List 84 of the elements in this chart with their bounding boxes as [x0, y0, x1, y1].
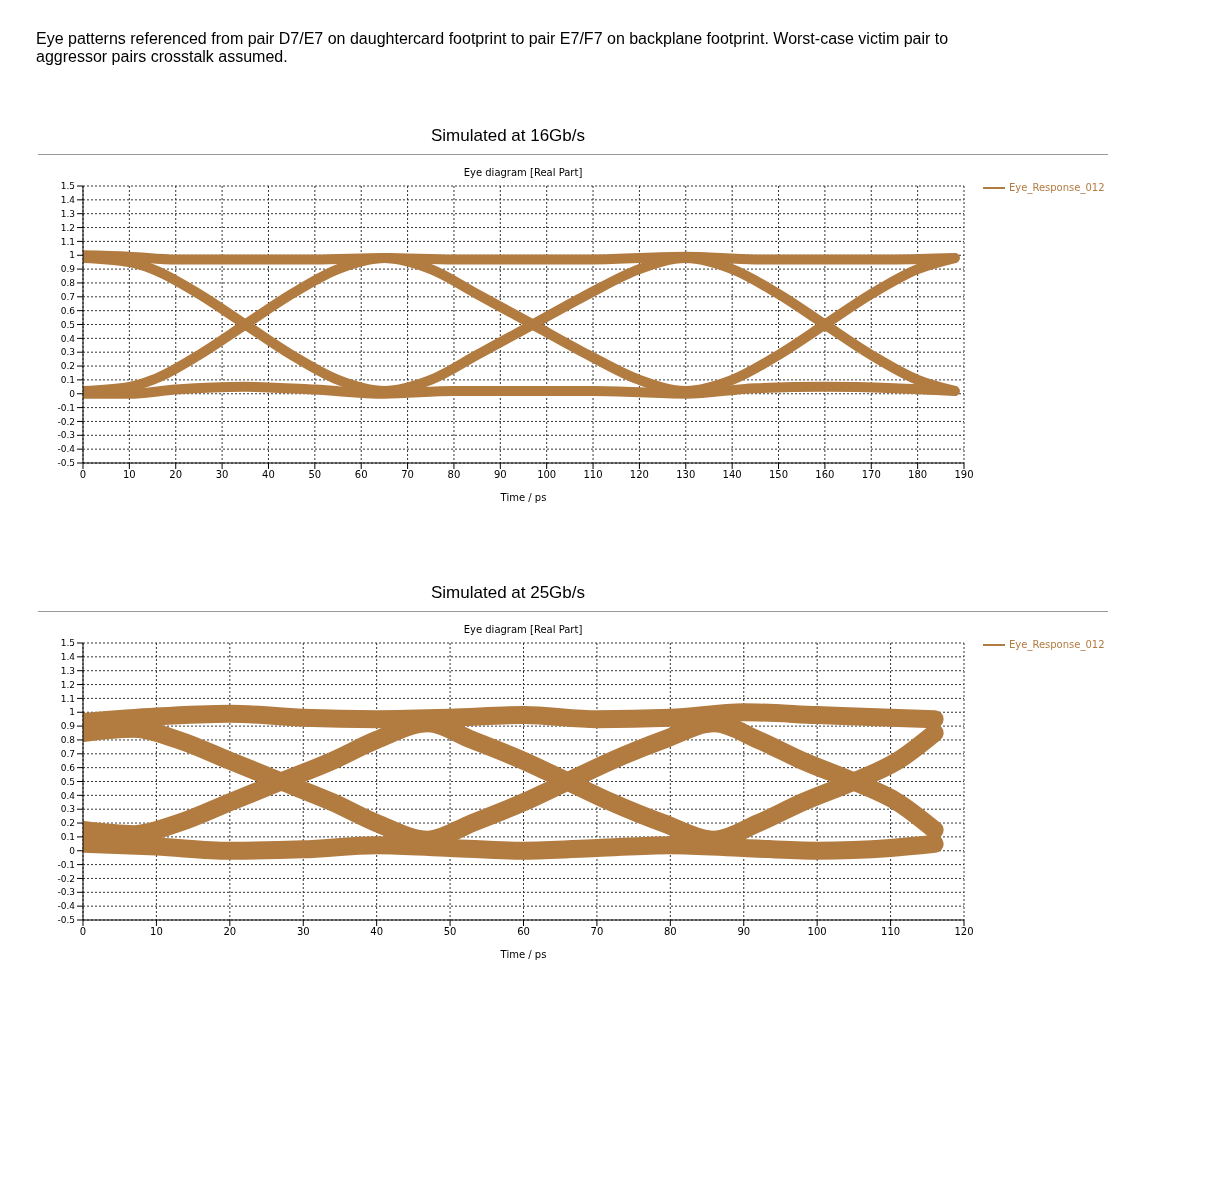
x-tick-label: 190: [954, 469, 974, 481]
x-tick-label: 20: [169, 469, 183, 481]
y-tick-label: -0.3: [57, 430, 75, 441]
x-tick-label: 90: [737, 926, 751, 938]
chart-subtitle: Eye diagram [Real Part]: [462, 167, 584, 178]
x-tick-label: 40: [262, 469, 275, 481]
y-tick-label: 1.2: [60, 679, 75, 690]
x-tick-label: 150: [768, 469, 789, 481]
x-tick-label: 70: [401, 469, 414, 481]
y-tick-label: 1.5: [60, 638, 75, 649]
x-tick-label: 30: [296, 926, 310, 938]
x-tick-label: 130: [676, 469, 696, 481]
x-tick-label: 80: [447, 469, 461, 481]
x-tick-label: 160: [815, 469, 835, 481]
y-tick-label: -0.2: [57, 873, 75, 884]
x-tick-label: 120: [954, 926, 974, 938]
y-tick-label: 0.6: [60, 762, 76, 773]
y-tick-label: 1.4: [60, 652, 76, 663]
y-tick-label: 0.3: [60, 347, 75, 358]
x-tick-label: 80: [663, 926, 677, 938]
y-tick-label: -0.1: [57, 859, 75, 870]
x-tick-label: 70: [590, 926, 604, 938]
y-tick-label: 0.9: [60, 721, 76, 732]
y-tick-label: 0.9: [60, 264, 76, 275]
y-tick-label: 0.5: [60, 776, 75, 787]
legend-label: Eye_Response_012: [1009, 182, 1105, 193]
x-tick-label: 20: [223, 926, 237, 938]
x-tick-label: 110: [583, 469, 603, 481]
y-tick-label: 1.1: [60, 236, 75, 247]
y-tick-label: 0: [69, 845, 76, 856]
x-tick-label: 140: [722, 469, 742, 481]
x-tick-label: 180: [908, 469, 928, 481]
y-tick-label: 1: [69, 707, 75, 718]
x-tick-label: 30: [215, 469, 229, 481]
y-tick-label: -0.5: [57, 915, 75, 926]
y-tick-label: 0.2: [60, 361, 75, 372]
chart-title: Simulated at 16Gb/s: [430, 126, 586, 146]
y-tick-label: 0.4: [60, 333, 76, 344]
x-axis-title: Time / ps: [499, 949, 547, 960]
y-tick-label: 0.7: [60, 748, 75, 759]
y-tick-label: 0.1: [60, 375, 75, 386]
chart-title: Simulated at 25Gb/s: [430, 583, 586, 603]
y-tick-label: -0.5: [57, 458, 75, 469]
text: Eye patterns referenced from pair D7/E7 on daughtercard footprint to pair E7/F7 on backplane footprint. Worst-case victim pair to aggressor pairs crosstalk assumed.: [36, 30, 950, 66]
chart-subtitle: Eye diagram [Real Part]: [462, 624, 584, 635]
x-tick-label: 90: [493, 469, 507, 481]
x-tick-label: 10: [123, 469, 136, 481]
y-tick-label: 0.7: [60, 291, 75, 302]
y-tick-label: 0.8: [60, 735, 76, 746]
x-tick-label: 0: [79, 469, 87, 481]
x-tick-label: 100: [537, 469, 557, 481]
x-axis-title: Time / ps: [499, 492, 547, 503]
y-tick-label: 0.4: [60, 790, 76, 801]
y-tick-label: 1: [69, 250, 75, 261]
x-tick-label: 50: [308, 469, 322, 481]
y-tick-label: 0.1: [60, 832, 75, 843]
legend-label: Eye_Response_012: [1009, 639, 1105, 650]
y-tick-label: 1.3: [60, 208, 75, 219]
x-tick-label: 100: [807, 926, 827, 938]
y-tick-label: 1.2: [60, 222, 75, 233]
y-tick-label: 0: [69, 388, 76, 399]
y-tick-label: 0.5: [60, 319, 75, 330]
y-tick-label: 1.4: [60, 195, 76, 206]
y-tick-label: 0.2: [60, 818, 75, 829]
x-tick-label: 0: [79, 926, 87, 938]
y-tick-label: 1.1: [60, 693, 75, 704]
y-tick-label: -0.4: [57, 444, 76, 455]
y-tick-label: 1.3: [60, 665, 75, 676]
y-tick-label: 1.5: [60, 181, 75, 192]
y-tick-label: 0.6: [60, 305, 76, 316]
y-tick-label: -0.1: [57, 402, 75, 413]
y-tick-label: -0.3: [57, 887, 75, 898]
y-tick-label: -0.4: [57, 901, 76, 912]
x-tick-label: 60: [354, 469, 368, 481]
y-tick-label: -0.2: [57, 416, 75, 427]
y-tick-label: 0.8: [60, 278, 76, 289]
x-tick-label: 120: [629, 469, 649, 481]
x-tick-label: 60: [517, 926, 530, 938]
x-tick-label: 110: [881, 926, 901, 938]
y-tick-label: 0.3: [60, 804, 75, 815]
x-tick-label: 170: [861, 469, 881, 481]
x-tick-label: 50: [443, 926, 457, 938]
x-tick-label: 10: [150, 926, 163, 938]
x-tick-label: 40: [370, 926, 384, 938]
